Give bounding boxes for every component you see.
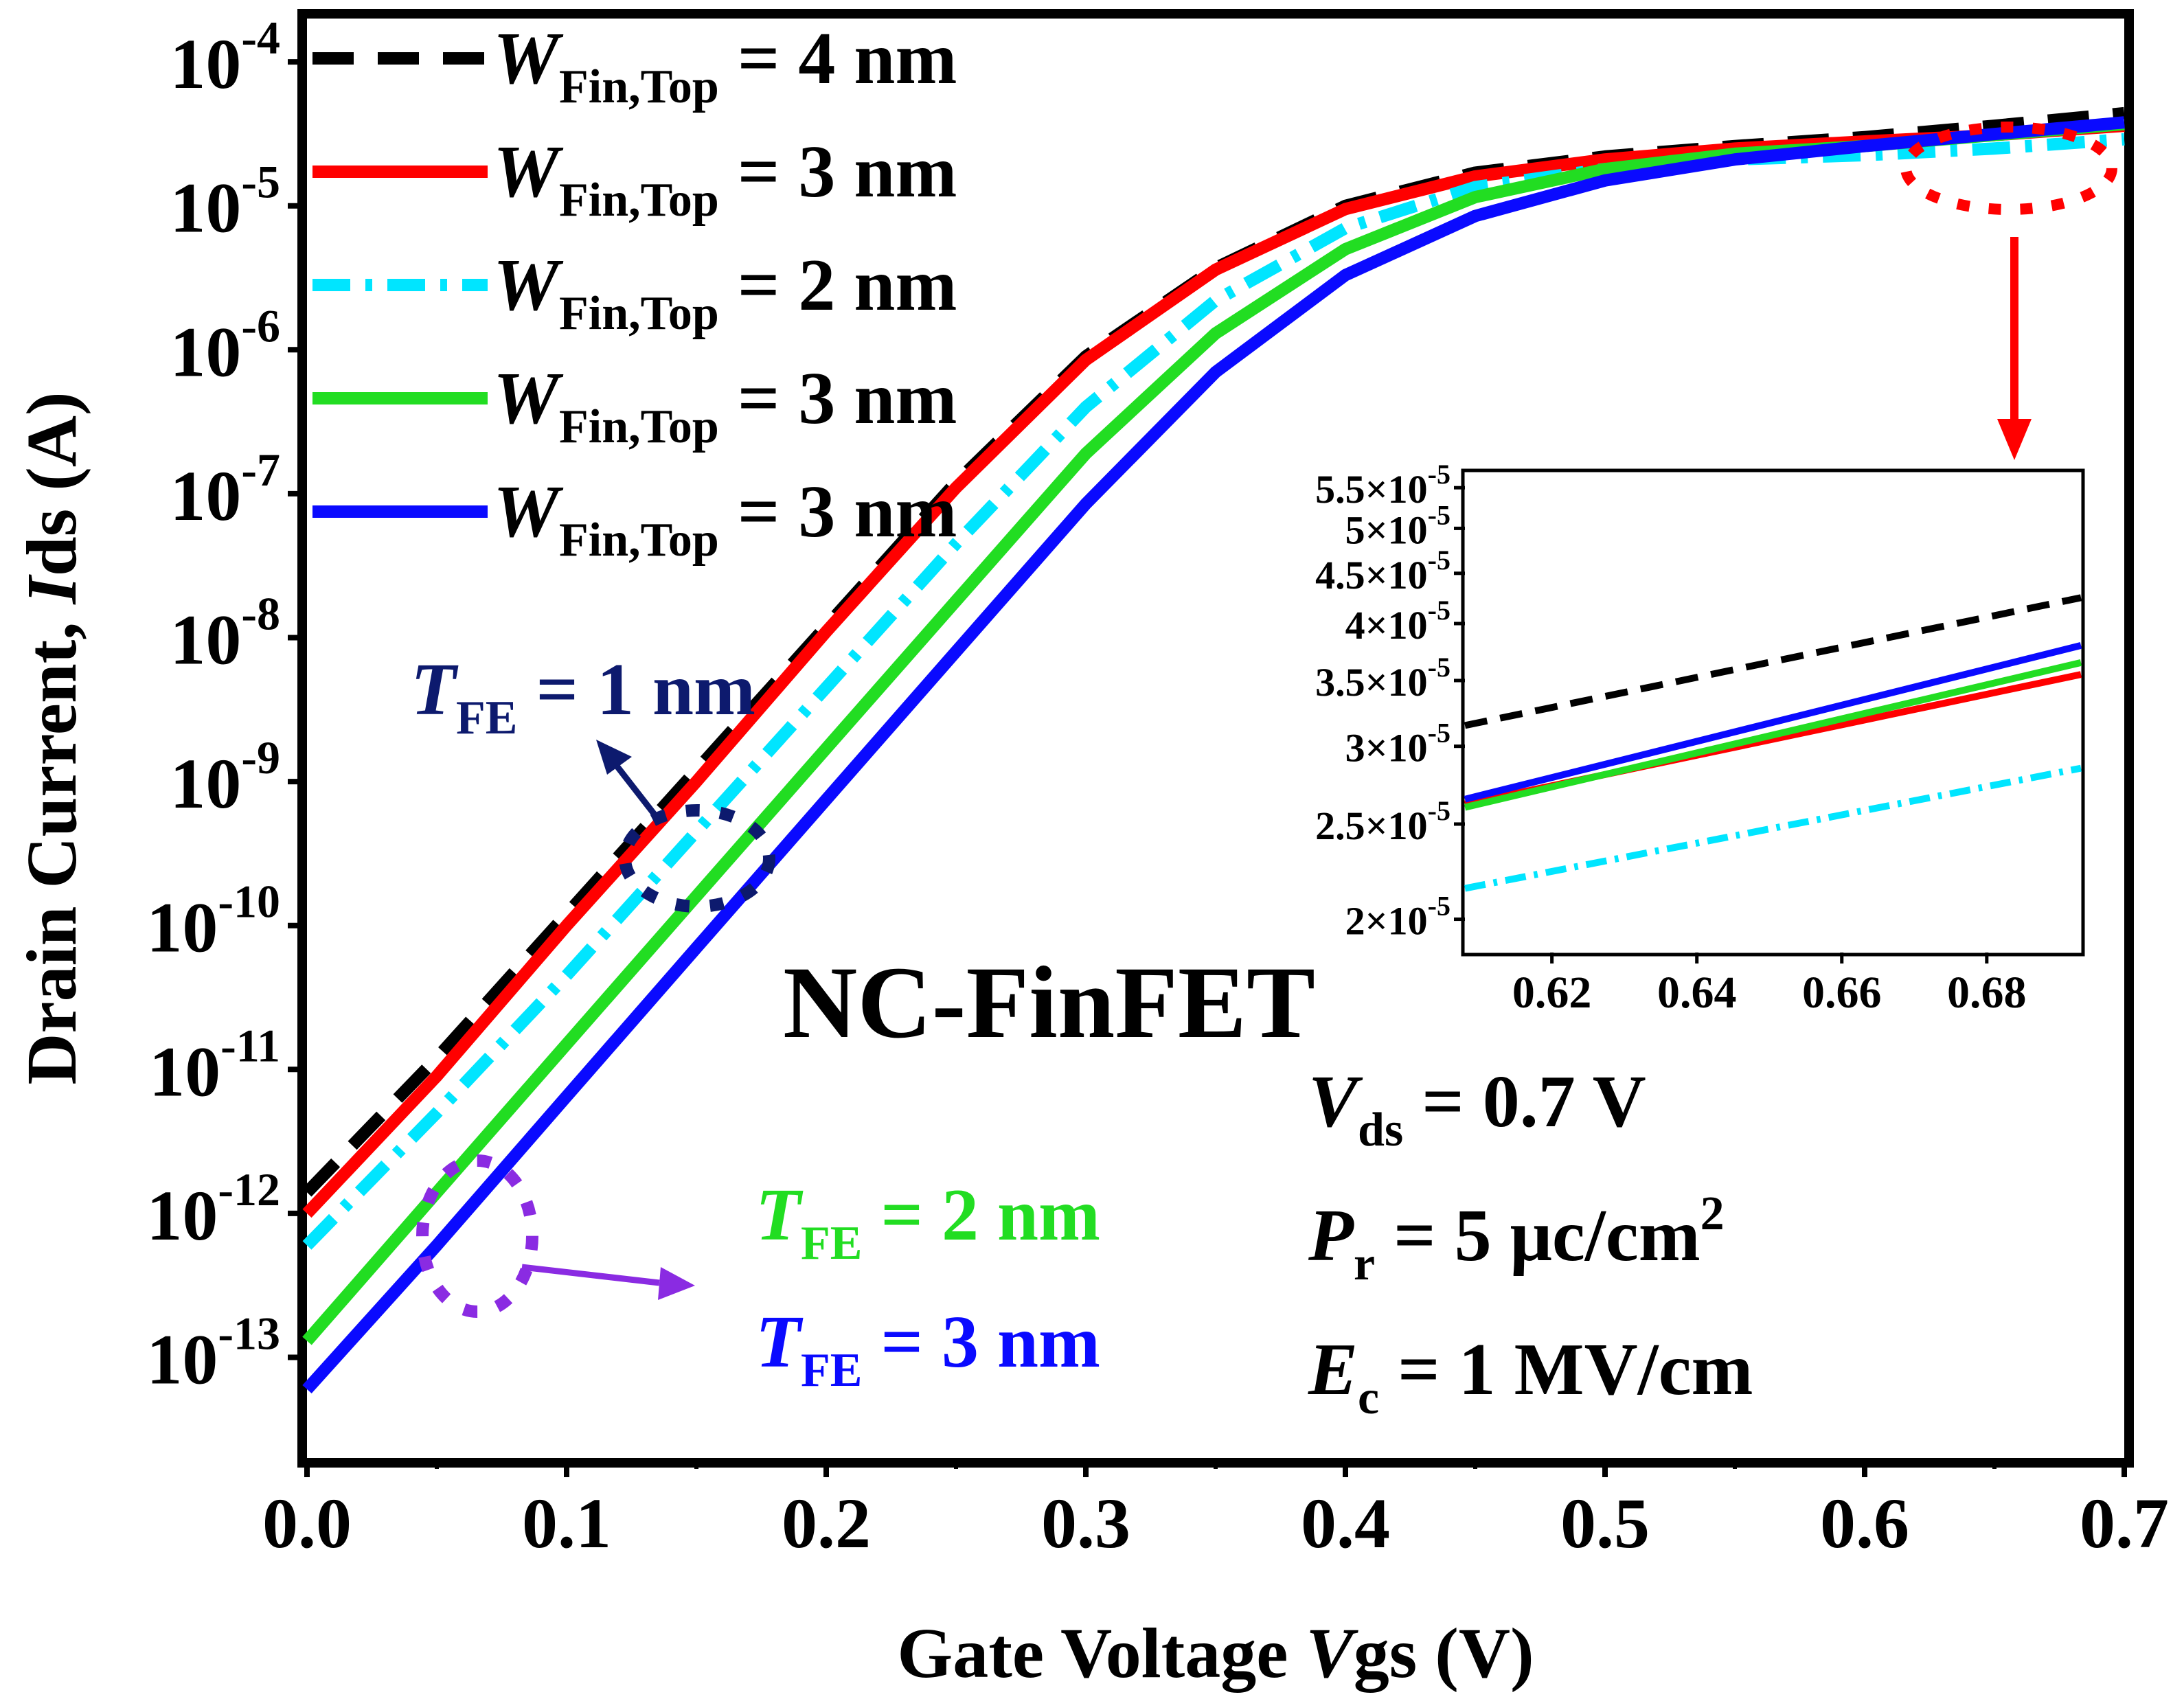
y-tick-label: 10-9	[170, 731, 280, 823]
inset-plot: 0.62 0.64 0.66 0.68 2×10-5 2.5×10-5 3×10-5 3.5×…	[1315, 459, 2085, 1018]
y-tick-label: 10-13	[146, 1307, 280, 1399]
y-tick-label: 10-12	[146, 1163, 280, 1255]
inset-x-tick-label: 0.62	[1512, 968, 1592, 1018]
inset-y-tick-label: 3×10-5	[1345, 718, 1451, 771]
inset-series-line-1	[1464, 594, 2082, 729]
inset-x-tick-label: 0.64	[1657, 968, 1737, 1018]
y-tick-label: 10-11	[149, 1019, 280, 1111]
inset-axis-ticks: 0.62 0.64 0.66 0.68 2×10-5 2.5×10-5 3×10-5 3.5×…	[1315, 459, 2026, 1018]
x-tick-label: 0.5	[1560, 1484, 1650, 1563]
inset-x-tick-label: 0.66	[1802, 968, 1882, 1018]
x-tick-label: 0.4	[1301, 1484, 1390, 1563]
legend-label-5: WFin,Top = 3 nm	[493, 471, 957, 567]
tfe23-marker	[416, 1154, 538, 1318]
tfe3-label: TFE = 3 nm	[755, 1301, 1100, 1397]
inset-x-tick-label: 0.68	[1947, 968, 2027, 1018]
x-tick-label: 0.7	[2080, 1484, 2169, 1563]
x-tick-label: 0.6	[1820, 1484, 1909, 1563]
y-tick-label: 10-7	[170, 444, 280, 536]
tfe1-label: TFE = 1 nm	[411, 649, 755, 744]
x-tick-label: 0.1	[522, 1484, 611, 1563]
x-tick-label: 0.2	[782, 1484, 871, 1563]
y-tick-label: 10-6	[170, 299, 280, 391]
zoom-marker	[1900, 122, 2117, 215]
inset-y-tick-label: 5×10-5	[1345, 499, 1451, 552]
tfe2-label: TFE = 2 nm	[755, 1174, 1100, 1270]
series-line-5	[302, 116, 2125, 1394]
y-axis-title: Drain Current, Ids (A)	[12, 391, 91, 1084]
pr-label: Pr = 5 μc/cm2	[1308, 1187, 1725, 1290]
zoom-arrow	[1997, 237, 2032, 460]
inset-series-line-4	[1464, 659, 2082, 811]
x-tick-label: 0.3	[1041, 1484, 1130, 1563]
tfe1-marker	[619, 804, 775, 913]
vds-label: Vds = 0.7 V	[1308, 1061, 1646, 1156]
device-label: NC-FinFET	[783, 946, 1315, 1060]
inset-y-tick-label: 2×10-5	[1345, 891, 1451, 944]
y-axis-ticks: 10-4 10-5 10-6 10-7 10-8 10-9 10-10 10-11 10-12 1…	[146, 12, 307, 1399]
inset-series-line-5	[1464, 642, 2082, 803]
y-tick-label: 10-10	[146, 876, 280, 968]
inset-y-tick-label: 2.5×10-5	[1315, 795, 1451, 848]
legend: WFin,Top = 4 nm WFin,Top = 3 nm WFin,Top =…	[312, 18, 957, 567]
inset-y-tick-label: 3.5×10-5	[1315, 652, 1451, 705]
legend-label-2: WFin,Top = 3 nm	[493, 131, 957, 227]
x-tick-label: 0.0	[262, 1484, 352, 1563]
inset-series-group	[1464, 594, 2082, 892]
tfe1-arrow	[596, 740, 662, 823]
inset-y-tick-label: 5.5×10-5	[1315, 459, 1451, 512]
y-tick-label: 10-4	[170, 12, 280, 104]
x-axis-title: Gate Voltage Vgs (V)	[897, 1614, 1534, 1693]
ec-label: Ec = 1 MV/cm	[1308, 1329, 1753, 1424]
x-axis-ticks: 0.0 0.1 0.2 0.3 0.4 0.5 0.6 0.7	[262, 1458, 2169, 1563]
inset-y-tick-label: 4.5×10-5	[1315, 545, 1451, 597]
legend-label-1: WFin,Top = 4 nm	[493, 18, 957, 113]
y-tick-label: 10-8	[170, 587, 280, 679]
y-tick-label: 10-5	[170, 156, 280, 248]
series-group	[302, 106, 2125, 1394]
legend-label-3: WFin,Top = 2 nm	[493, 244, 957, 340]
inset-y-tick-label: 4×10-5	[1345, 595, 1451, 648]
inset-frame	[1461, 468, 2085, 957]
legend-label-4: WFin,Top = 3 nm	[493, 358, 957, 453]
tfe23-arrow	[521, 1264, 695, 1300]
